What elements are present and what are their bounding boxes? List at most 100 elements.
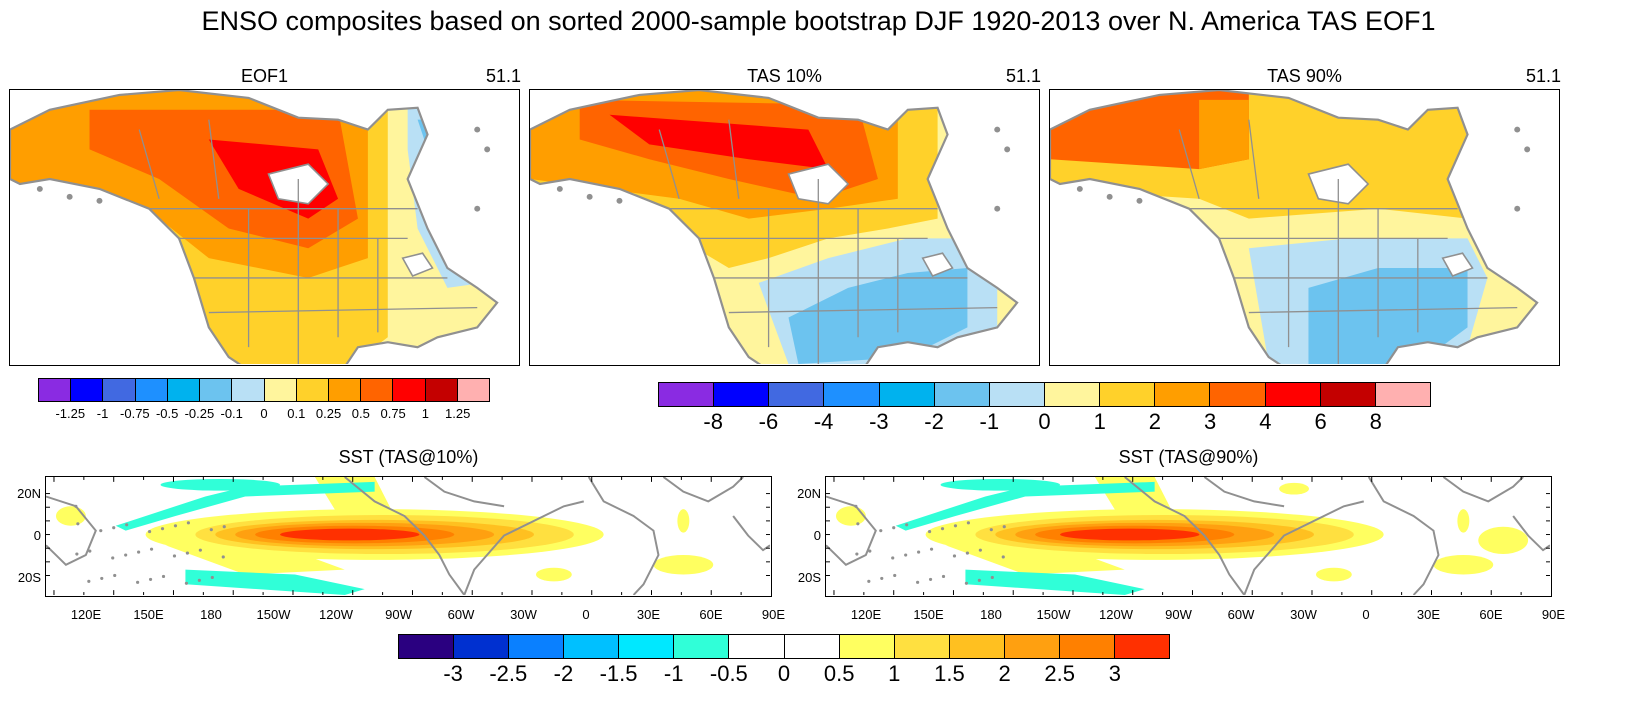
sst-colorbar-swatch	[949, 635, 1005, 658]
lat-tick-label: 20N	[17, 486, 41, 501]
sst-colorbar-swatch	[729, 635, 785, 658]
sst-colorbar-label: 0	[777, 661, 791, 686]
lon-tick-label: 90E	[1541, 607, 1566, 622]
north-america-map	[530, 90, 1038, 364]
sst-colorbar-swatch	[564, 635, 620, 658]
tas-colorbar-swatch	[1320, 383, 1376, 406]
sst-colorbar-label: 1	[888, 661, 901, 686]
tas-colorbar-label: -8	[703, 409, 723, 434]
panel-title: TAS 90%	[1267, 66, 1342, 86]
eof-colorbar-label: 0.75	[380, 406, 406, 421]
north-america-map	[10, 90, 518, 364]
eof-colorbar-swatch	[328, 379, 362, 401]
lon-tick-label: 0	[582, 607, 590, 622]
eof-colorbar-label: 1.25	[445, 406, 471, 421]
eof-colorbar-label: -0.25	[184, 406, 215, 421]
eof-colorbar-label: 0	[260, 406, 268, 421]
sst-panel-title: SST (TAS@90%)	[1118, 447, 1259, 467]
eof-colorbar-swatch	[39, 379, 72, 401]
tas-colorbar-label: 2	[1148, 409, 1162, 434]
sst-colorbar-swatch	[894, 635, 950, 658]
sst-colorbar-label: 2	[998, 661, 1011, 686]
tas-colorbar-label: -6	[758, 409, 779, 434]
lon-tick-label: 120W	[319, 607, 353, 622]
eof-colorbar-swatch	[103, 379, 136, 401]
tas-colorbar-label: -1	[979, 409, 1000, 434]
lon-tick-label: 60E	[1479, 607, 1503, 622]
lat-tick-label: 20S	[17, 570, 41, 585]
lon-tick-label: 150W	[1036, 607, 1071, 622]
north-america-map	[1050, 90, 1558, 364]
sst-colorbar-label: -2	[553, 661, 574, 686]
eof-colorbar-label: 0.1	[287, 406, 306, 421]
tas-colorbar-swatch	[714, 383, 770, 406]
lat-tick-label: 0	[813, 528, 821, 543]
tas-colorbar-label: 1	[1093, 409, 1106, 434]
tas-colorbar	[658, 382, 1431, 407]
eof-colorbar-swatch	[200, 379, 233, 401]
figure-title: ENSO composites based on sorted 2000-sam…	[201, 6, 1436, 36]
sst-colorbar-swatch	[1059, 635, 1116, 658]
sst-colorbar-label: -2.5	[489, 661, 528, 686]
sst-colorbar-swatch	[619, 635, 675, 658]
sst-colorbar-label: -3	[443, 661, 463, 686]
tas-colorbar-swatch	[989, 383, 1045, 406]
panel-value: 51.1	[485, 66, 521, 86]
eof-colorbar-label: -0.5	[155, 406, 179, 421]
lat-tick-label: 20S	[797, 570, 821, 585]
eof-colorbar-swatch	[457, 379, 490, 401]
tas-colorbar-label: 8	[1369, 409, 1382, 434]
sst-colorbar-swatch	[1004, 635, 1060, 658]
eof-colorbar-label: -0.75	[120, 406, 150, 421]
tas-colorbar-label: -3	[869, 409, 889, 434]
sst-colorbar-swatch	[839, 635, 895, 658]
sst-colorbar-swatch	[509, 635, 565, 658]
eof-colorbar-label: 0.25	[315, 406, 342, 421]
sst-colorbar	[398, 634, 1170, 659]
eof-colorbar-swatch	[393, 379, 426, 401]
eof-colorbar-swatch	[135, 379, 168, 401]
tas-colorbar-label: 3	[1204, 409, 1217, 434]
eof-colorbar-label: -1	[96, 406, 109, 421]
tas-colorbar-swatch	[934, 383, 990, 406]
sst-colorbar-label: -1.5	[599, 661, 638, 686]
lon-tick-label: 90W	[385, 607, 412, 622]
eof-colorbar-swatch	[232, 379, 265, 401]
sst-map-panel	[825, 476, 1552, 597]
tas-colorbar-label: 0	[1038, 409, 1051, 434]
sst-colorbar-swatch	[454, 635, 510, 658]
panel-value: 51.1	[1525, 66, 1561, 86]
tas-colorbar-label: -2	[924, 409, 944, 434]
lon-tick-label: 0	[1362, 607, 1370, 622]
lon-tick-label: 150W	[256, 607, 291, 622]
lon-tick-label: 30E	[636, 607, 661, 622]
eof-colorbar-label: -0.1	[220, 406, 243, 421]
tas-colorbar-swatch	[659, 383, 715, 406]
sst-colorbar-swatch	[784, 635, 840, 658]
eof-colorbar-label: 0.5	[351, 406, 370, 421]
lon-tick-label: 90E	[761, 607, 786, 622]
eof-colorbar-label: -1.25	[55, 406, 86, 421]
tas-colorbar-swatch	[1265, 383, 1321, 406]
sst-colorbar-swatch	[674, 635, 730, 658]
tas-colorbar-swatch	[769, 383, 825, 406]
lon-tick-label: 180	[980, 607, 1002, 622]
na-map-panel	[1049, 89, 1560, 366]
na-map-panel	[529, 89, 1040, 366]
lon-tick-label: 150E	[913, 607, 944, 622]
lon-tick-label: 60W	[447, 607, 475, 622]
tas-colorbar-swatch	[1100, 383, 1156, 406]
sst-colorbar-swatch	[399, 635, 455, 658]
lon-tick-label: 120W	[1099, 607, 1133, 622]
sst-panel-title: SST (TAS@10%)	[338, 447, 479, 467]
tropical-pacific-sst-map	[46, 477, 770, 595]
eof-colorbar-swatch	[361, 379, 394, 401]
tas-colorbar-swatch	[824, 383, 880, 406]
lon-tick-label: 90W	[1165, 607, 1192, 622]
eof-colorbar-labels: -1.25 -1 -0.75 -0.5 -0.25 -0.1 0 0.1 0.25 0.5 0.75…	[38, 406, 490, 424]
lon-tick-label: 180	[200, 607, 222, 622]
eof-colorbar-swatch	[296, 379, 329, 401]
sst-colorbar-labels: -3 -2.5 -2 -1.5 -1 -0.5 0 0.5 1 1.5 2 2.5 3	[398, 661, 1170, 689]
panel-value: 51.1	[1005, 66, 1041, 86]
eof-colorbar-swatch	[264, 379, 297, 401]
